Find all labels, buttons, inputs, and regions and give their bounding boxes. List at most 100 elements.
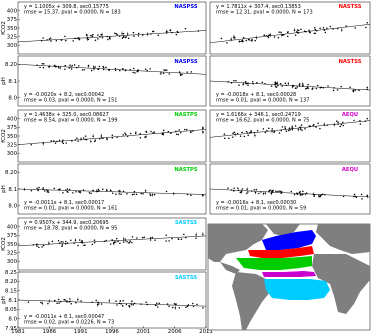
data-point	[244, 80, 247, 83]
data-point	[281, 85, 283, 87]
data-point	[167, 130, 170, 133]
data-point	[300, 124, 303, 126]
data-point	[286, 31, 289, 34]
data-point	[54, 299, 56, 302]
data-point	[233, 190, 235, 192]
data-point	[247, 84, 249, 87]
data-point	[48, 38, 51, 40]
data-point	[179, 73, 182, 75]
regression-stats: rmse = 18.78, pval = 0.0000, N = 95	[24, 226, 117, 232]
data-point	[132, 303, 134, 306]
data-point	[183, 233, 185, 236]
data-point	[115, 300, 117, 302]
data-point	[165, 240, 167, 242]
data-point	[319, 127, 321, 130]
regression-stats: rmse = 0.02, pval = 0.0226, N = 73	[24, 320, 114, 326]
data-point	[313, 32, 316, 35]
data-point	[94, 66, 96, 68]
data-point	[50, 140, 52, 142]
data-point	[63, 298, 65, 301]
data-point	[36, 187, 38, 189]
data-point	[263, 34, 265, 37]
y-tick-label: 400	[7, 224, 18, 230]
data-point	[27, 301, 30, 303]
data-point	[241, 131, 243, 134]
y-tick-label: 8.0	[8, 203, 17, 209]
data-point	[285, 130, 288, 133]
data-point	[55, 39, 58, 42]
data-point	[116, 237, 118, 240]
data-point	[278, 31, 280, 33]
data-point	[163, 69, 165, 71]
data-point	[137, 35, 140, 37]
data-point	[82, 189, 85, 191]
data-point	[140, 192, 142, 195]
x-tick-label: 1991	[74, 329, 88, 334]
data-point	[94, 140, 96, 143]
regression-equation: y = 1.7811x + 307.4, sec0.13853	[216, 4, 301, 10]
data-point	[239, 135, 242, 137]
data-point	[42, 37, 44, 39]
data-point	[240, 40, 242, 43]
data-point	[306, 86, 309, 89]
data-point	[360, 193, 363, 196]
data-point	[107, 38, 109, 41]
data-point	[130, 132, 132, 135]
data-point	[97, 34, 99, 36]
regression-stats: rmse = 8.54, pval = 0.0000, N = 199	[24, 118, 117, 124]
regression-line	[17, 30, 207, 43]
data-point	[115, 193, 117, 195]
data-point	[284, 126, 286, 128]
y-tick-label: 8.20	[5, 170, 18, 176]
data-point	[354, 27, 356, 29]
data-point	[133, 35, 135, 37]
data-point	[90, 34, 92, 37]
data-point	[296, 31, 298, 33]
regression-equation: y = 0.9507x + 344.9, sec0.20695	[24, 220, 109, 226]
y-axis-label: fCO2	[1, 129, 7, 143]
regression-line	[209, 23, 371, 44]
regression-equation: y = -0.0011x + 8.1, sec0.00017	[24, 200, 104, 206]
data-point	[242, 83, 244, 86]
data-point	[275, 82, 278, 85]
data-point	[273, 130, 276, 133]
data-point	[122, 190, 125, 193]
panel-nastps-fco2: 300 325 350 375 400 fCO2 y = 1.4638x + 325.0, …	[1, 109, 207, 163]
data-point	[177, 238, 180, 241]
y-tick-label: 375	[7, 125, 17, 131]
data-point	[324, 31, 327, 34]
data-point	[171, 237, 173, 240]
data-point	[51, 240, 54, 243]
data-point	[181, 73, 183, 76]
data-point	[168, 73, 171, 75]
data-point	[136, 70, 138, 73]
data-point	[326, 27, 328, 30]
data-point	[178, 71, 181, 73]
y-axis-label: fCO2	[1, 21, 7, 35]
data-point	[64, 35, 66, 38]
data-point	[30, 190, 33, 192]
data-point	[102, 188, 104, 191]
data-point	[127, 37, 130, 40]
data-point	[137, 32, 140, 35]
data-point	[155, 304, 157, 306]
data-point	[126, 240, 128, 243]
data-point	[133, 190, 136, 193]
data-point	[171, 306, 174, 309]
data-point	[169, 29, 172, 31]
data-point	[64, 68, 66, 71]
data-point	[355, 196, 358, 199]
data-point	[313, 27, 316, 29]
data-point	[184, 128, 186, 131]
y-tick-label: 8.20	[5, 279, 18, 285]
regression-line	[17, 188, 207, 195]
data-point	[54, 142, 57, 144]
data-point	[95, 299, 97, 302]
data-point	[332, 89, 335, 92]
data-point	[93, 242, 96, 244]
y-tick-label: 8.05	[5, 307, 17, 313]
data-point	[237, 187, 239, 189]
regression-equation: y = -0.0016x + 8.1, sec0.00030	[216, 200, 296, 206]
panel-naspss-ph: 8.0 8.1 8.20 pH y = -0.0020x + 8.2, sec0.000…	[1, 55, 207, 107]
data-point	[154, 239, 156, 241]
